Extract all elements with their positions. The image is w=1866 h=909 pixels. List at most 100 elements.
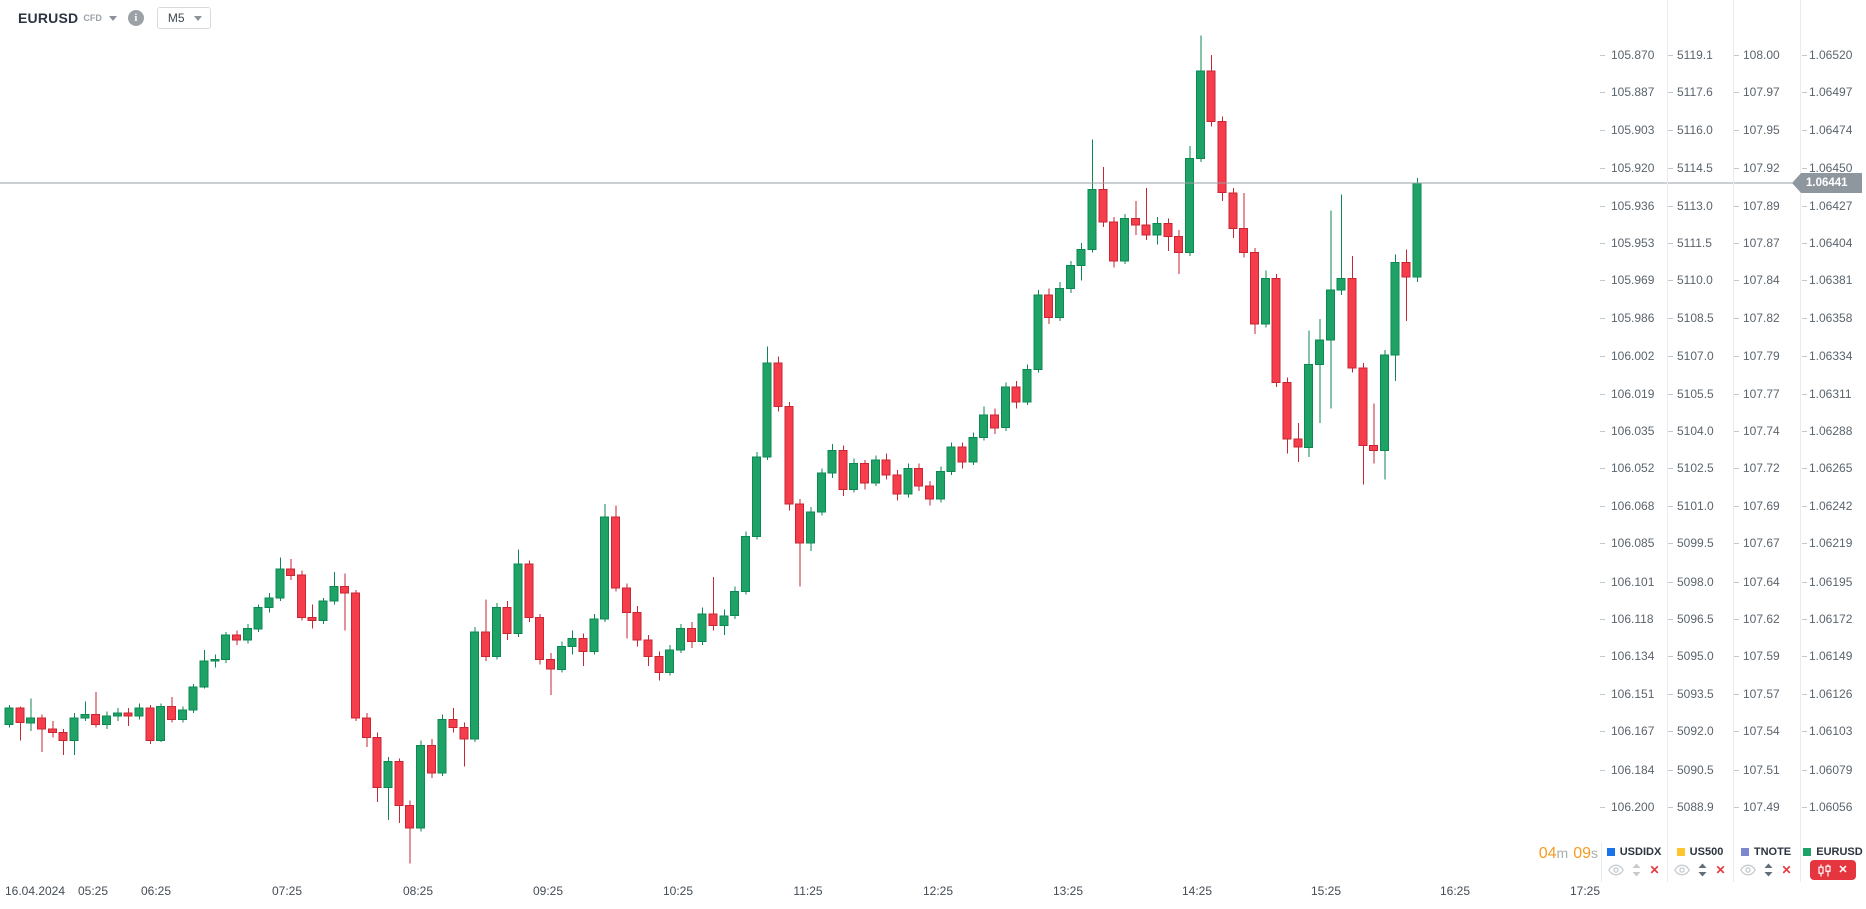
price-scale-value-usdidx: 106.068 xyxy=(1611,499,1655,513)
candle-body xyxy=(860,462,870,484)
candle-body xyxy=(589,618,599,652)
candle-body xyxy=(1228,192,1238,230)
price-scale-value-tnote: 107.57 xyxy=(1743,687,1780,701)
price-scale-value-tnote: 107.77 xyxy=(1743,387,1780,401)
price-tick xyxy=(1600,807,1605,808)
candle-body xyxy=(654,655,664,673)
price-scale-value-usdidx: 105.887 xyxy=(1611,85,1655,99)
candle-body xyxy=(47,728,57,733)
price-scale-value-tnote: 107.69 xyxy=(1743,499,1780,513)
price-tick xyxy=(1600,694,1605,695)
price-tick xyxy=(1600,130,1605,131)
candle-body xyxy=(773,362,783,408)
move-updown-icon[interactable] xyxy=(1631,863,1642,877)
asset-tab-us500[interactable]: US500 ✕ xyxy=(1668,842,1732,882)
price-tick xyxy=(1668,694,1673,695)
candle-body xyxy=(676,628,685,651)
price-tick xyxy=(1600,206,1605,207)
close-icon[interactable]: ✕ xyxy=(1781,863,1792,877)
candle-body xyxy=(58,731,68,742)
candle-body xyxy=(275,568,285,599)
asset-tab-tnote[interactable]: TNOTE ✕ xyxy=(1734,842,1798,882)
price-tick xyxy=(1600,731,1605,732)
price-tick xyxy=(1668,318,1673,319)
move-updown-icon[interactable] xyxy=(1763,863,1774,877)
candle-body xyxy=(708,613,718,626)
price-scale-value-us500: 5093.5 xyxy=(1677,687,1714,701)
price-scale-value-tnote: 107.54 xyxy=(1743,724,1780,738)
price-tick xyxy=(1734,55,1739,56)
timeframe-select[interactable]: M5 xyxy=(156,7,211,29)
candle-body xyxy=(340,586,350,594)
candle-body xyxy=(286,568,296,576)
price-tick xyxy=(1668,468,1673,469)
price-scale-value-tnote: 107.72 xyxy=(1743,461,1780,475)
candle-body xyxy=(134,707,144,717)
price-tick xyxy=(1668,506,1673,507)
candle-body xyxy=(1358,367,1368,447)
price-tick xyxy=(1734,243,1739,244)
price-scale-value-us500: 5119.1 xyxy=(1677,48,1713,62)
candle-body xyxy=(925,485,934,500)
price-scale-value-tnote: 107.74 xyxy=(1743,424,1780,438)
time-axis-label: 16:25 xyxy=(1439,884,1471,898)
price-scale-value-tnote: 107.51 xyxy=(1743,763,1780,777)
price-scale-value-eurusd: 1.06311 xyxy=(1809,387,1852,401)
candle-body xyxy=(686,628,696,643)
price-scale-value-tnote: 107.64 xyxy=(1743,575,1780,589)
candle-body xyxy=(546,659,555,670)
symbol-name[interactable]: EURUSD xyxy=(18,10,79,26)
price-tick xyxy=(1600,92,1605,93)
price-scale-value-eurusd: 1.06358 xyxy=(1809,311,1853,325)
price-scale-value-eurusd: 1.06265 xyxy=(1809,461,1853,475)
candle-body xyxy=(405,804,415,829)
candle-body xyxy=(1369,445,1379,452)
price-tick xyxy=(1802,770,1807,771)
asset-tab-usdidx[interactable]: USDIDX ✕ xyxy=(1602,842,1666,882)
time-axis-label: 05:25 xyxy=(77,884,109,898)
candle-body xyxy=(4,707,14,725)
active-chart-button[interactable]: ✕ xyxy=(1810,860,1856,880)
candle-body xyxy=(1412,182,1422,278)
countdown-minutes: 04 xyxy=(1538,845,1557,862)
candle-body xyxy=(643,639,653,657)
price-scale-value-tnote: 107.62 xyxy=(1743,612,1780,626)
candle-body xyxy=(188,686,198,711)
time-axis-label: 17:25 xyxy=(1569,884,1601,898)
close-icon[interactable]: ✕ xyxy=(1838,863,1848,876)
move-updown-icon[interactable] xyxy=(1697,863,1708,877)
price-tick xyxy=(1600,582,1605,583)
asset-tab-label: US500 xyxy=(1689,845,1724,858)
price-tick xyxy=(1802,280,1807,281)
candle-body xyxy=(351,592,361,719)
candle-body xyxy=(1347,278,1357,369)
price-tick xyxy=(1734,619,1739,620)
price-scale-value-us500: 5107.0 xyxy=(1677,349,1714,363)
asset-color-square xyxy=(1740,847,1749,856)
price-tick xyxy=(1734,506,1739,507)
price-scale-value-eurusd: 1.06474 xyxy=(1809,123,1853,137)
candle-body xyxy=(296,574,306,618)
asset-tab-eurusd[interactable]: EURUSD ✕ xyxy=(1801,842,1865,882)
price-tick xyxy=(1600,619,1605,620)
price-tick xyxy=(1802,243,1807,244)
price-tick xyxy=(1668,543,1673,544)
eye-icon[interactable] xyxy=(1608,864,1625,876)
close-icon[interactable]: ✕ xyxy=(1649,863,1660,877)
candle-body xyxy=(535,616,545,661)
candle-body xyxy=(1390,261,1400,356)
eye-icon[interactable] xyxy=(1740,864,1757,876)
candle-body xyxy=(69,717,79,742)
candle-body xyxy=(1022,368,1032,403)
candle-body xyxy=(1130,218,1140,226)
candle-body xyxy=(914,467,924,487)
eye-icon[interactable] xyxy=(1674,864,1691,876)
candle-body xyxy=(1109,221,1119,262)
chevron-down-icon[interactable] xyxy=(108,15,117,21)
candle-body xyxy=(502,607,512,635)
info-icon[interactable]: i xyxy=(127,10,144,26)
price-tick xyxy=(1802,206,1807,207)
close-icon[interactable]: ✕ xyxy=(1715,863,1726,877)
column-separator xyxy=(1601,842,1602,882)
